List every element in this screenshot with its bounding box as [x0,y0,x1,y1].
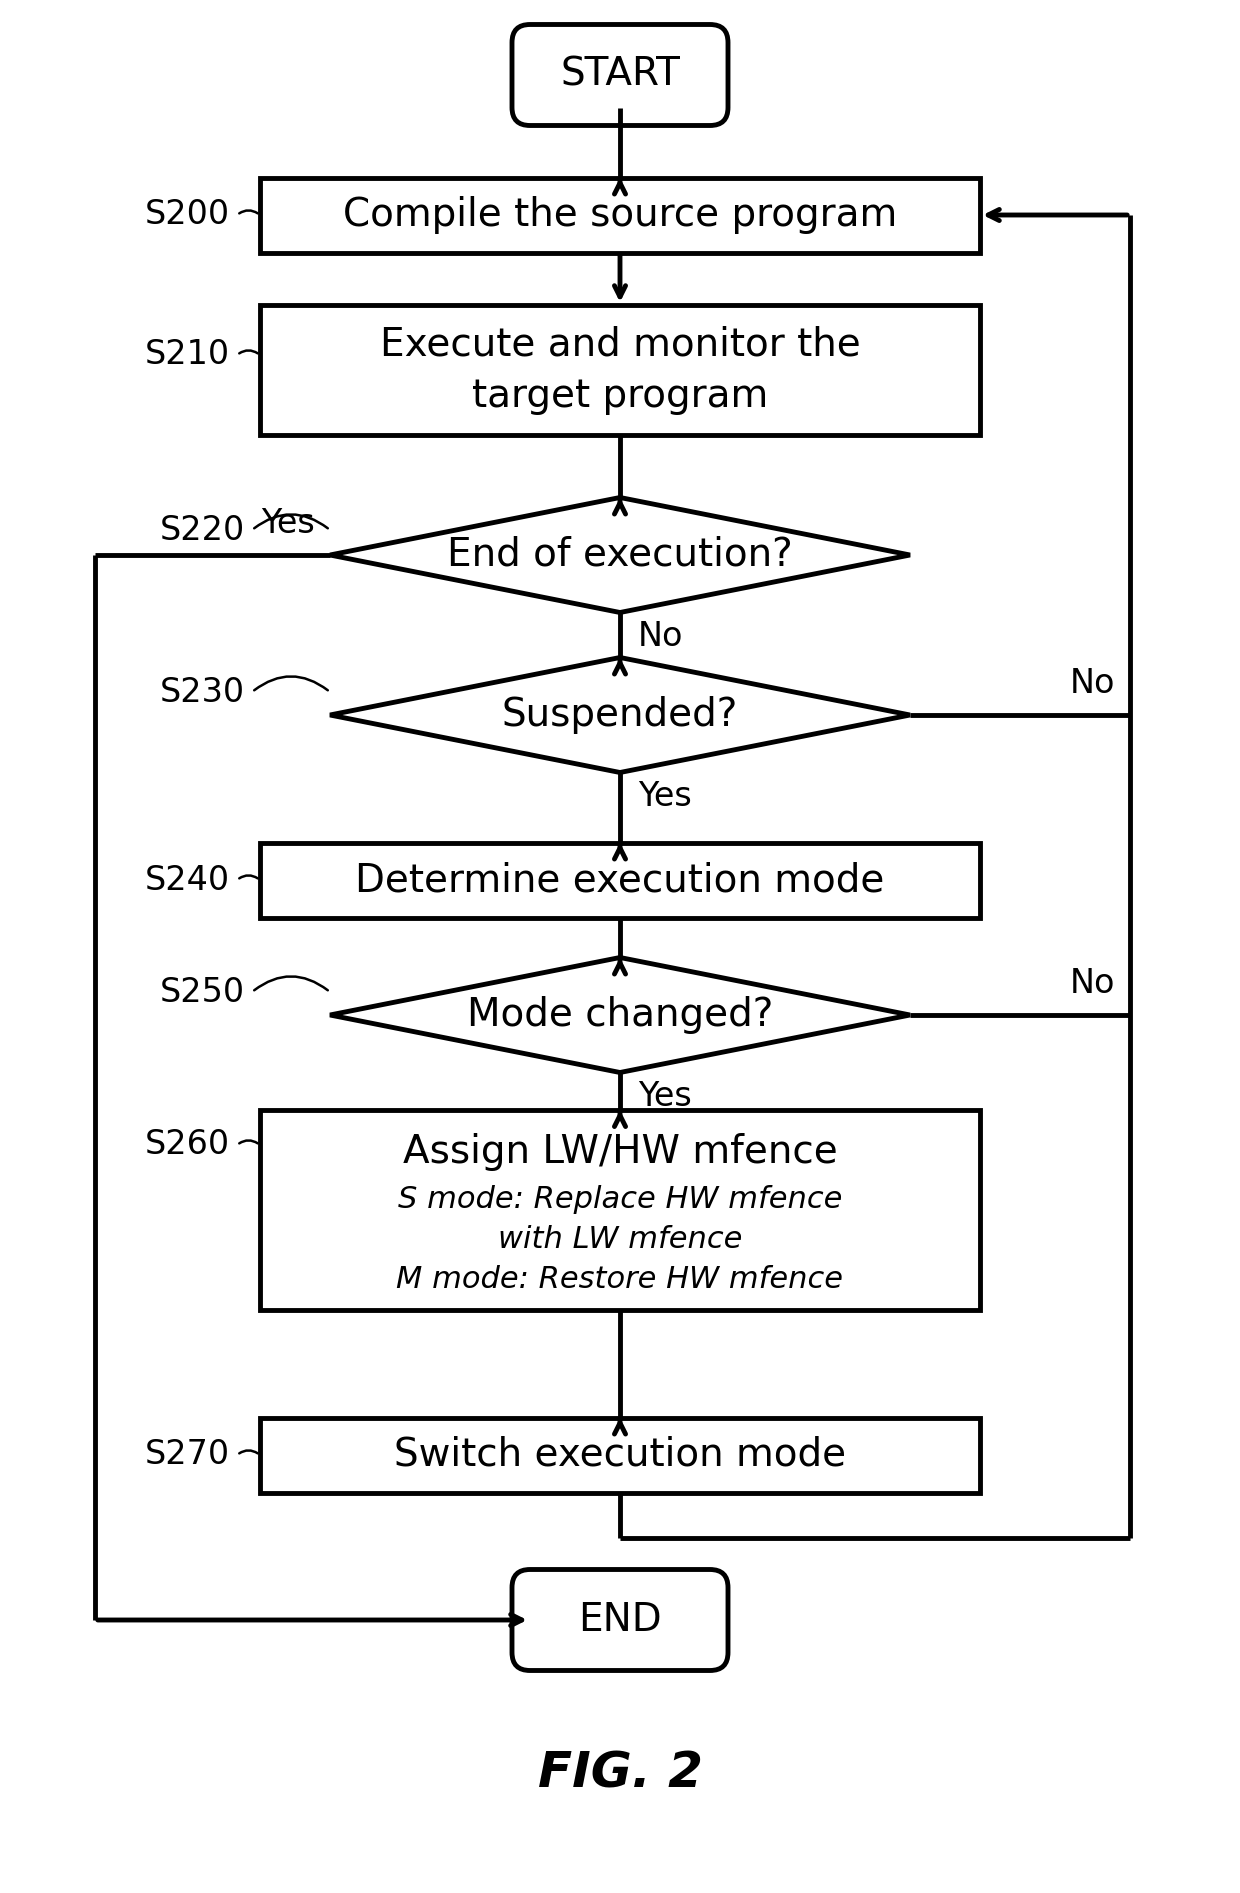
Text: Yes: Yes [639,780,692,814]
Bar [260,1109,980,1310]
Text: S270: S270 [145,1439,229,1471]
Text: Determine execution mode: Determine execution mode [356,861,884,899]
Text: Execute and monitor the: Execute and monitor the [379,326,861,363]
Text: Switch execution mode: Switch execution mode [394,1437,846,1475]
Text: No: No [1069,666,1115,700]
Polygon shape [330,498,910,613]
Text: S240: S240 [145,863,229,897]
Bar [260,305,980,435]
Text: target program: target program [472,377,768,415]
Text: S250: S250 [160,975,246,1009]
Text: Yes: Yes [262,507,315,540]
Bar [260,1418,980,1492]
Text: START: START [560,57,680,95]
Text: End of execution?: End of execution? [448,536,792,574]
Text: END: END [578,1601,662,1639]
Text: S mode: Replace HW mfence: S mode: Replace HW mfence [398,1185,842,1215]
Text: with LW mfence: with LW mfence [497,1225,743,1255]
Bar [260,842,980,918]
Text: Mode changed?: Mode changed? [466,996,774,1034]
Polygon shape [330,958,910,1073]
Polygon shape [330,657,910,772]
Bar [260,178,980,252]
Text: S200: S200 [145,199,229,231]
Text: No: No [639,621,683,653]
FancyBboxPatch shape [512,1569,728,1670]
Text: Compile the source program: Compile the source program [343,197,897,235]
Text: Assign LW/HW mfence: Assign LW/HW mfence [403,1134,837,1172]
Text: No: No [1069,967,1115,1000]
Text: S260: S260 [145,1128,229,1162]
Text: M mode: Restore HW mfence: M mode: Restore HW mfence [397,1266,843,1295]
FancyBboxPatch shape [512,25,728,125]
Text: Yes: Yes [639,1081,692,1113]
Text: S210: S210 [145,339,229,371]
Text: S230: S230 [160,676,246,708]
Text: S220: S220 [160,513,246,547]
Text: FIG. 2: FIG. 2 [538,1749,702,1796]
Text: Suspended?: Suspended? [502,697,738,734]
